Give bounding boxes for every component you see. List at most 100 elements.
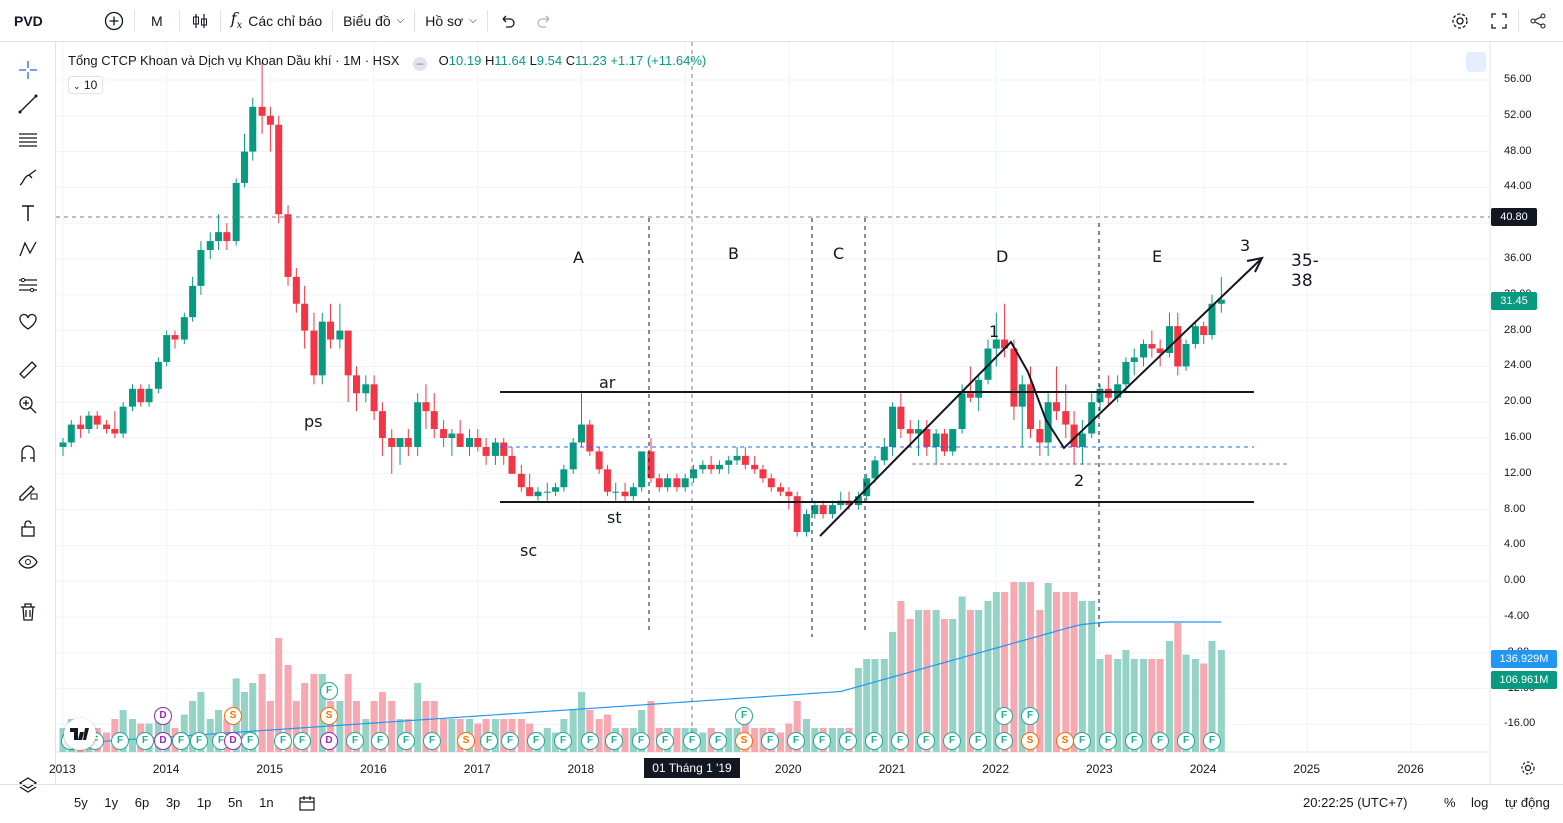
remove-tool[interactable]: [14, 598, 42, 626]
event-marker-f[interactable]: F: [917, 732, 935, 750]
range-5y[interactable]: 5y: [74, 795, 88, 810]
event-marker-f[interactable]: F: [320, 682, 338, 700]
event-marker-s[interactable]: S: [320, 707, 338, 725]
undo-button[interactable]: [488, 0, 526, 42]
event-marker-f[interactable]: F: [1021, 707, 1039, 725]
profile-button[interactable]: Hồ sơ ⌵: [415, 0, 487, 42]
event-marker-f[interactable]: F: [293, 732, 311, 750]
event-marker-f[interactable]: F: [787, 732, 805, 750]
compare-button[interactable]: [94, 0, 134, 42]
event-marker-f[interactable]: F: [190, 732, 208, 750]
event-marker-f[interactable]: F: [1099, 732, 1117, 750]
event-marker-f[interactable]: F: [1073, 732, 1091, 750]
event-marker-f[interactable]: F: [605, 732, 623, 750]
ruler-tool[interactable]: [14, 356, 42, 384]
brush-tool[interactable]: [14, 164, 42, 192]
event-marker-f[interactable]: F: [865, 732, 883, 750]
label-d[interactable]: D: [996, 247, 1009, 266]
label-b[interactable]: B: [728, 244, 739, 263]
object-tree-button[interactable]: [14, 772, 42, 800]
event-marker-f[interactable]: F: [1177, 732, 1195, 750]
prediction-tool[interactable]: [14, 271, 42, 299]
zoom-tool[interactable]: [14, 391, 42, 419]
event-marker-f[interactable]: F: [735, 707, 753, 725]
chart-style-button[interactable]: Biểu đồ ⌵: [333, 0, 414, 42]
event-marker-d[interactable]: D: [320, 732, 338, 750]
volume-indicator-badge[interactable]: ⌄ 10: [68, 76, 104, 94]
range-1d[interactable]: 1n: [259, 795, 274, 810]
legend-minus-icon[interactable]: –: [413, 57, 428, 71]
clock-display[interactable]: 20:22:25 (UTC+7): [1303, 795, 1408, 810]
lock-drawing-tool[interactable]: [14, 477, 42, 505]
event-marker-f[interactable]: F: [891, 732, 909, 750]
label-e[interactable]: E: [1152, 247, 1163, 266]
wave-label-2[interactable]: 2: [1074, 471, 1085, 490]
event-marker-f[interactable]: F: [632, 732, 650, 750]
event-marker-f[interactable]: F: [480, 732, 498, 750]
range-3m[interactable]: 3p: [165, 795, 181, 810]
lock-tool[interactable]: [14, 514, 42, 542]
event-marker-f[interactable]: F: [1151, 732, 1169, 750]
event-marker-f[interactable]: F: [136, 732, 154, 750]
event-marker-d[interactable]: D: [154, 707, 172, 725]
label-ar[interactable]: ar: [599, 373, 616, 392]
symbol-search[interactable]: PVD: [14, 12, 43, 29]
label-st[interactable]: st: [607, 508, 622, 527]
event-marker-f[interactable]: F: [501, 732, 519, 750]
range-1y[interactable]: 1y: [104, 795, 119, 810]
event-marker-f[interactable]: F: [172, 732, 190, 750]
label-c[interactable]: C: [833, 244, 845, 263]
event-marker-f[interactable]: F: [709, 732, 727, 750]
indicators-button[interactable]: fx Các chỉ báo: [221, 0, 333, 42]
event-marker-d[interactable]: D: [224, 732, 242, 750]
trend-line-tool[interactable]: [14, 90, 42, 118]
share-button[interactable]: [1519, 0, 1563, 42]
event-marker-s[interactable]: S: [457, 732, 475, 750]
range-5d[interactable]: 5n: [228, 795, 243, 810]
event-marker-f[interactable]: F: [241, 732, 259, 750]
interval-button[interactable]: M: [151, 12, 163, 29]
event-marker-d[interactable]: D: [154, 732, 172, 750]
log-toggle[interactable]: log: [1471, 795, 1489, 810]
fib-tool[interactable]: [14, 126, 42, 154]
event-marker-f[interactable]: F: [656, 732, 674, 750]
auto-toggle[interactable]: tự động: [1505, 795, 1550, 810]
pattern-tool[interactable]: [14, 235, 42, 263]
wave-label-1[interactable]: 1: [989, 322, 1000, 341]
magnet-tool[interactable]: [14, 440, 42, 468]
chart-type-button[interactable]: [180, 0, 220, 42]
fullscreen-button[interactable]: [1480, 0, 1518, 42]
hide-tool[interactable]: [14, 548, 42, 576]
event-marker-f[interactable]: F: [111, 732, 129, 750]
event-marker-f[interactable]: F: [943, 732, 961, 750]
label-sc[interactable]: sc: [520, 541, 538, 560]
event-marker-f[interactable]: F: [554, 732, 572, 750]
event-marker-s[interactable]: S: [224, 707, 242, 725]
chart-corner-button[interactable]: [1466, 52, 1486, 72]
label-a[interactable]: A: [573, 248, 584, 267]
event-marker-f[interactable]: F: [683, 732, 701, 750]
event-marker-f[interactable]: F: [995, 707, 1013, 725]
event-marker-f[interactable]: F: [397, 732, 415, 750]
event-marker-f[interactable]: F: [527, 732, 545, 750]
range-1m[interactable]: 1p: [196, 795, 212, 810]
redo-button[interactable]: [526, 0, 564, 42]
event-marker-f[interactable]: F: [813, 732, 831, 750]
event-marker-f[interactable]: F: [371, 732, 389, 750]
event-marker-f[interactable]: F: [1203, 732, 1221, 750]
time-axis-settings-button[interactable]: [1518, 758, 1538, 778]
percent-toggle[interactable]: %: [1444, 795, 1456, 810]
event-marker-s[interactable]: S: [1056, 732, 1074, 750]
settings-button[interactable]: [1440, 0, 1480, 42]
event-marker-s[interactable]: S: [1021, 732, 1039, 750]
text-tool[interactable]: [14, 199, 42, 227]
goto-date-button[interactable]: [298, 794, 316, 815]
label-ps[interactable]: ps: [304, 412, 323, 431]
event-marker-f[interactable]: F: [346, 732, 364, 750]
range-6m[interactable]: 6p: [134, 795, 150, 810]
favorites-tool[interactable]: [14, 307, 42, 335]
event-marker-f[interactable]: F: [761, 732, 779, 750]
event-marker-f[interactable]: F: [581, 732, 599, 750]
crosshair-tool[interactable]: [14, 56, 42, 84]
